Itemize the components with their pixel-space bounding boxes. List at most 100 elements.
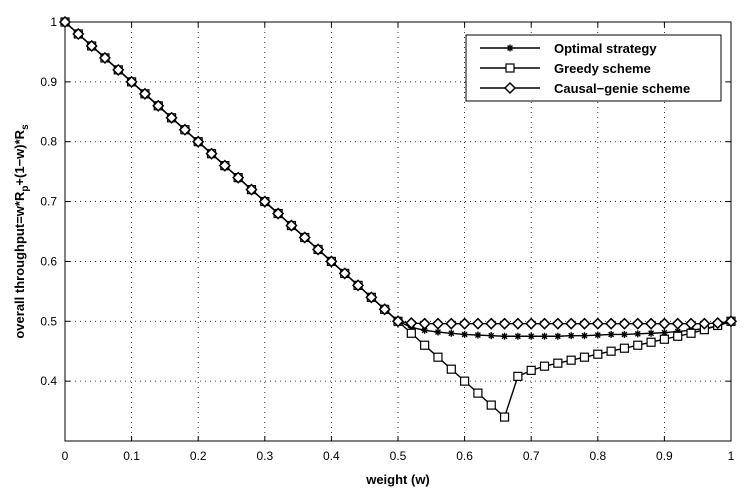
point-square-34 xyxy=(513,371,523,381)
point-square-32 xyxy=(486,400,496,410)
point-square-44 xyxy=(646,337,656,347)
point-diamond-19 xyxy=(312,243,325,256)
legend-marker-square xyxy=(505,63,515,73)
point-square-42 xyxy=(619,343,630,353)
point-diamond-0 xyxy=(58,15,72,29)
point-square-31 xyxy=(473,388,483,398)
point-diamond-50 xyxy=(724,315,738,328)
point-diamond-16 xyxy=(272,207,285,220)
point-square-28 xyxy=(433,352,443,362)
x-axis-title: weight (w) xyxy=(365,472,430,487)
point-diamond-2 xyxy=(85,39,98,53)
point-diamond-22 xyxy=(351,279,365,292)
y-tick-label-3: 0.7 xyxy=(40,195,57,209)
point-diamond-26 xyxy=(405,317,418,330)
point-square-46 xyxy=(673,331,683,341)
point-square-27 xyxy=(420,340,430,350)
legend-label-diamond: Causal−genie scheme xyxy=(554,81,690,96)
point-diamond-30 xyxy=(458,317,471,330)
point-asterisk-35 xyxy=(527,332,535,340)
point-diamond-33 xyxy=(498,317,511,330)
point-asterisk-43 xyxy=(634,330,642,338)
point-diamond-7 xyxy=(152,99,165,112)
point-asterisk-39 xyxy=(580,332,588,340)
y-tick-label-5: 0.9 xyxy=(40,75,57,89)
y-axis-title: overall throughput=w*Rp+(1−w)*Rs xyxy=(12,124,31,339)
series-diamond xyxy=(58,15,738,330)
y-axis-title-mid: +(1−w)*R xyxy=(12,129,27,185)
point-asterisk-31 xyxy=(474,331,482,339)
point-diamond-45 xyxy=(658,317,671,330)
point-asterisk-37 xyxy=(554,332,562,340)
point-diamond-10 xyxy=(192,135,205,148)
point-asterisk-38 xyxy=(567,332,575,340)
point-diamond-40 xyxy=(591,317,604,330)
point-diamond-48 xyxy=(698,317,711,330)
point-asterisk-44 xyxy=(647,329,655,337)
legend-label-asterisk: Optimal strategy xyxy=(554,41,657,56)
x-tick-label-7: 0.7 xyxy=(523,449,540,463)
point-diamond-32 xyxy=(485,317,498,330)
point-diamond-12 xyxy=(218,159,231,172)
point-square-36 xyxy=(539,361,550,371)
point-square-39 xyxy=(579,352,590,362)
point-square-29 xyxy=(446,364,456,374)
point-diamond-21 xyxy=(338,267,351,280)
point-diamond-27 xyxy=(418,317,431,330)
point-diamond-6 xyxy=(138,87,151,100)
point-diamond-38 xyxy=(565,317,578,330)
y-tick-label-2: 0.6 xyxy=(40,254,57,268)
point-diamond-11 xyxy=(205,147,218,160)
point-diamond-5 xyxy=(125,75,138,88)
x-tick-label-0: 0 xyxy=(62,449,69,463)
x-tick-label-5: 0.5 xyxy=(390,449,407,463)
point-diamond-29 xyxy=(445,317,458,330)
legend-marker-asterisk xyxy=(506,44,514,52)
point-asterisk-30 xyxy=(461,330,469,338)
point-square-38 xyxy=(566,355,576,365)
x-tick-label-8: 0.8 xyxy=(589,449,606,463)
point-diamond-28 xyxy=(431,317,445,330)
point-diamond-8 xyxy=(165,111,178,124)
x-tick-label-3: 0.3 xyxy=(256,449,273,463)
y-axis-title-base: overall throughput=w*R xyxy=(12,191,27,339)
point-diamond-34 xyxy=(511,317,524,330)
point-diamond-3 xyxy=(98,51,112,64)
point-square-45 xyxy=(659,334,670,344)
point-square-30 xyxy=(460,376,470,386)
point-diamond-13 xyxy=(232,171,245,184)
point-diamond-44 xyxy=(645,317,658,330)
point-asterisk-29 xyxy=(447,329,455,337)
point-asterisk-32 xyxy=(487,332,495,340)
point-diamond-23 xyxy=(365,291,378,304)
legend: Optimal strategy Greedy scheme Causal−geni… xyxy=(465,34,722,102)
point-square-47 xyxy=(686,328,696,338)
point-square-43 xyxy=(633,340,643,350)
y-tick-label-4: 0.8 xyxy=(40,135,57,149)
point-square-33 xyxy=(499,412,510,422)
legend-label-square: Greedy scheme xyxy=(554,61,651,76)
y-tick-label-1: 0.5 xyxy=(40,314,57,328)
point-diamond-42 xyxy=(618,317,631,330)
point-square-35 xyxy=(526,365,536,375)
point-square-26 xyxy=(406,328,416,338)
point-diamond-14 xyxy=(245,183,258,196)
point-asterisk-34 xyxy=(514,332,522,340)
point-diamond-20 xyxy=(325,255,338,268)
point-diamond-41 xyxy=(605,317,618,330)
point-diamond-43 xyxy=(631,317,644,330)
point-diamond-47 xyxy=(684,317,698,330)
point-asterisk-36 xyxy=(541,332,549,340)
point-diamond-31 xyxy=(471,317,484,330)
point-diamond-39 xyxy=(578,317,591,330)
y-tick-label-0: 0.4 xyxy=(40,374,57,388)
point-diamond-1 xyxy=(72,27,85,41)
axis-ticks: 0 0.1 0.2 0.3 0.4 0.5 0.6 0.7 0.8 0.9 1 0.4 0.5 0.6 0.… xyxy=(40,15,734,463)
x-tick-label-6: 0.6 xyxy=(456,449,473,463)
series-layer xyxy=(58,15,738,422)
y-tick-label-6: 1 xyxy=(50,15,57,29)
point-diamond-46 xyxy=(671,317,684,330)
y-axis-title-sub-p: p xyxy=(20,186,31,192)
point-square-37 xyxy=(553,358,563,368)
